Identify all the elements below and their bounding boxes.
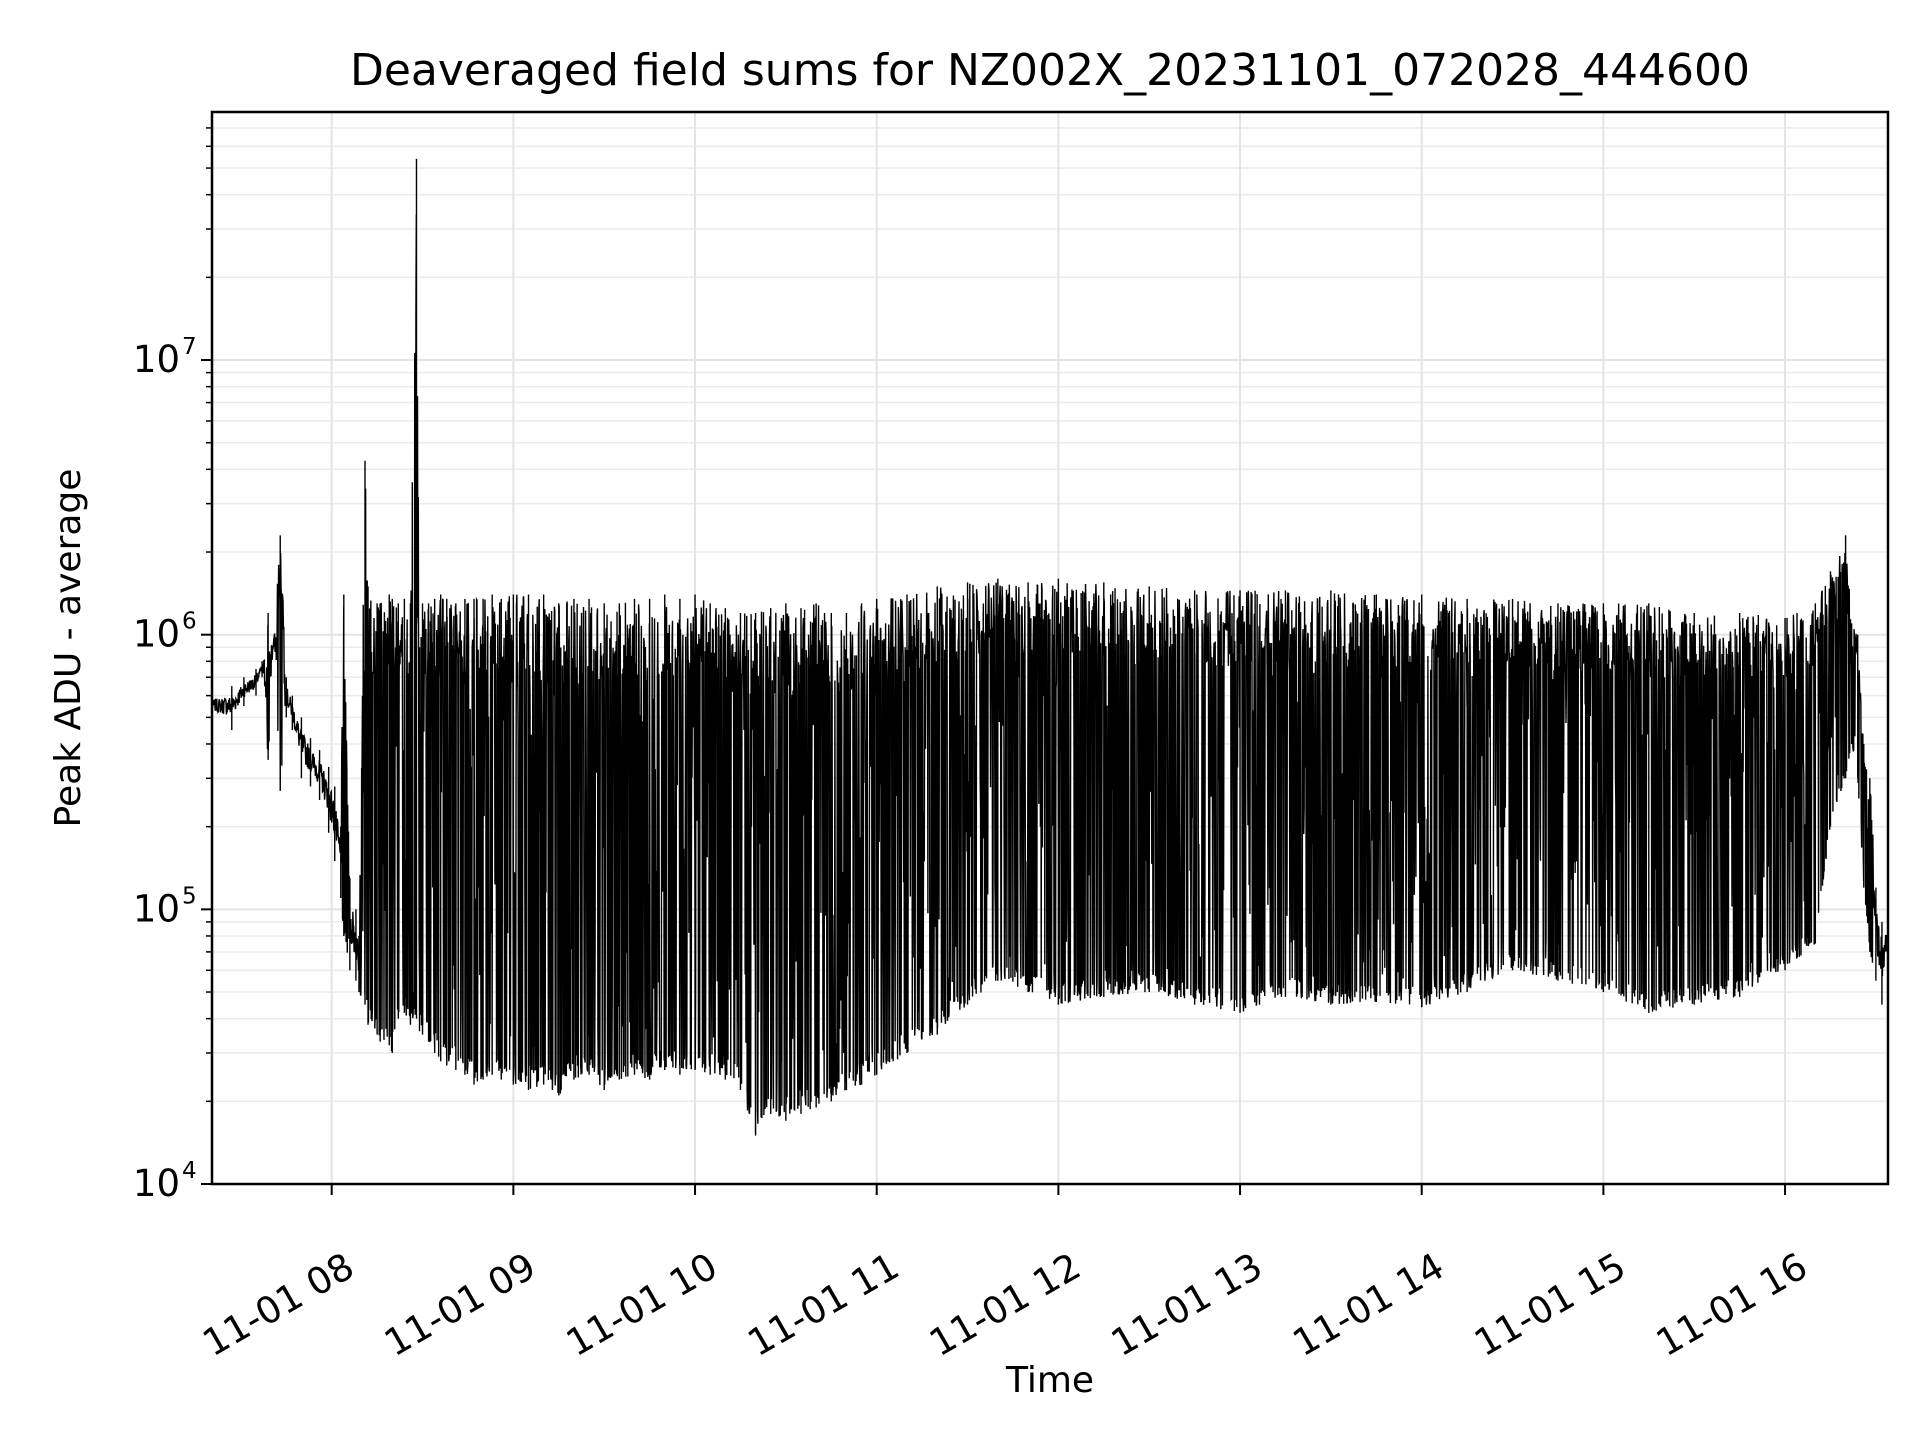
series-line xyxy=(211,158,1889,1136)
y-tick-exponent: 7 xyxy=(182,334,197,360)
x-tick-label: 11-01 16 xyxy=(1649,1245,1815,1365)
plot-frame xyxy=(210,110,1890,1186)
x-tick-label: 11-01 14 xyxy=(1286,1245,1452,1365)
y-tick-exponent: 5 xyxy=(182,883,197,909)
y-tick-label: 10 xyxy=(133,613,180,656)
y-tick-exponent: 6 xyxy=(182,609,197,635)
chart-title: Deaveraged field sums for NZ002X_2023110… xyxy=(350,45,1750,96)
x-tick-label: 11-01 08 xyxy=(196,1245,362,1365)
y-tick-label: 10 xyxy=(133,887,180,930)
y-tick-label: 10 xyxy=(133,1162,180,1205)
y-tick-label: 10 xyxy=(133,338,180,381)
x-tick-label: 11-01 11 xyxy=(741,1245,907,1365)
x-tick-label: 11-01 10 xyxy=(559,1245,725,1365)
x-tick-label: 11-01 09 xyxy=(377,1245,543,1365)
x-tick-label: 11-01 12 xyxy=(922,1245,1088,1365)
series-layer xyxy=(211,158,1889,1136)
x-axis-ticks: 11-01 08 11-01 09 11-01 10 11-01 11 11-01 12… xyxy=(196,1184,1815,1365)
y-tick-exponent: 4 xyxy=(182,1158,197,1184)
x-tick-label: 11-01 15 xyxy=(1467,1245,1633,1365)
y-axis-label: Peak ADU - average xyxy=(48,469,89,828)
x-tick-label: 11-01 13 xyxy=(1104,1245,1270,1365)
x-axis-label: Time xyxy=(1005,1360,1094,1401)
